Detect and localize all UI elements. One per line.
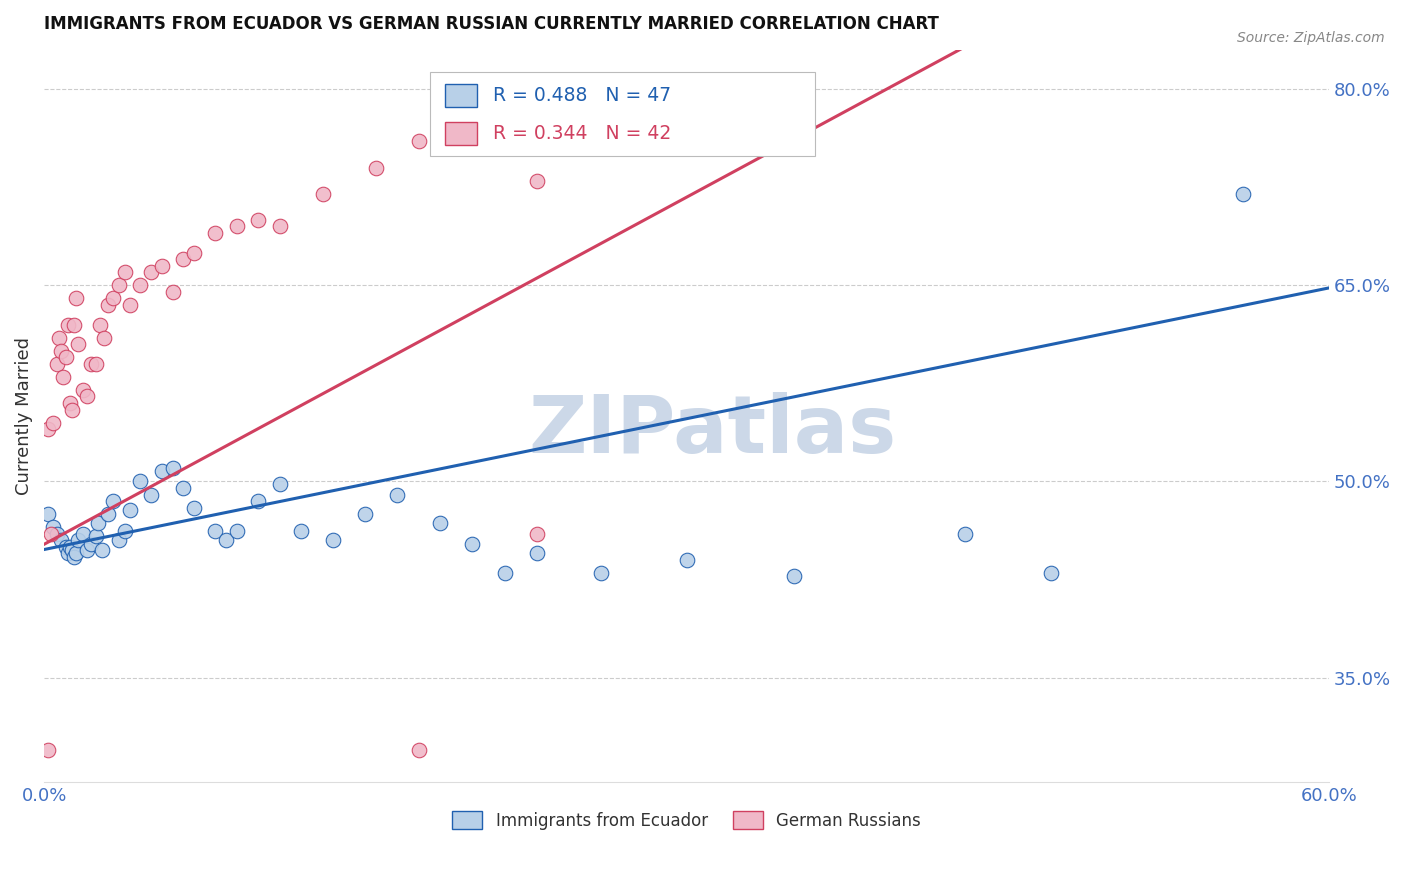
Point [526, 174, 548, 188]
Point [51, 533, 73, 548]
FancyBboxPatch shape [446, 121, 477, 145]
Point [84, 357, 107, 371]
Point [172, 481, 194, 495]
Point [387, 487, 409, 501]
Point [76, 542, 98, 557]
Point [118, 298, 141, 312]
Point [46, 357, 69, 371]
Point [46, 526, 69, 541]
Point [1232, 186, 1254, 201]
Point [953, 526, 976, 541]
Point [150, 464, 173, 478]
Text: R = 0.344   N = 42: R = 0.344 N = 42 [492, 124, 671, 143]
Point [183, 245, 205, 260]
Point [52, 369, 75, 384]
Point [86, 516, 108, 531]
Point [247, 494, 270, 508]
Text: Source: ZipAtlas.com: Source: ZipAtlas.com [1237, 31, 1385, 45]
Point [269, 477, 291, 491]
Point [41, 416, 63, 430]
Point [101, 494, 124, 508]
Point [93, 330, 115, 344]
Point [51, 343, 73, 358]
Point [59, 396, 82, 410]
Point [114, 265, 136, 279]
Point [65, 546, 87, 560]
Point [56, 546, 79, 560]
Point [67, 533, 90, 548]
Point [59, 540, 82, 554]
Point [84, 529, 107, 543]
Point [129, 475, 152, 489]
Point [97, 298, 120, 312]
Point [322, 533, 344, 548]
Point [39, 526, 62, 541]
Point [55, 350, 77, 364]
Point [408, 135, 430, 149]
Point [72, 383, 94, 397]
Text: IMMIGRANTS FROM ECUADOR VS GERMAN RUSSIAN CURRENTLY MARRIED CORRELATION CHART: IMMIGRANTS FROM ECUADOR VS GERMAN RUSSIA… [44, 15, 939, 33]
Point [364, 161, 387, 175]
Point [56, 318, 79, 332]
Point [129, 278, 152, 293]
Point [526, 546, 548, 560]
Point [215, 533, 238, 548]
Point [114, 524, 136, 539]
Point [37, 422, 59, 436]
Point [354, 507, 377, 521]
Point [526, 526, 548, 541]
Point [141, 487, 163, 501]
Point [225, 219, 247, 234]
Point [108, 278, 131, 293]
Point [461, 537, 484, 551]
Point [290, 524, 312, 539]
Point [67, 337, 90, 351]
Point [101, 291, 124, 305]
Legend: Immigrants from Ecuador, German Russians: Immigrants from Ecuador, German Russians [446, 805, 928, 837]
Point [141, 265, 163, 279]
Point [782, 568, 804, 582]
Point [60, 402, 83, 417]
Point [150, 259, 173, 273]
Point [589, 566, 612, 580]
Point [80, 357, 103, 371]
Point [76, 389, 98, 403]
Point [63, 318, 86, 332]
Point [60, 542, 83, 557]
Point [494, 566, 516, 580]
Point [89, 318, 111, 332]
FancyBboxPatch shape [446, 84, 477, 107]
Point [247, 213, 270, 227]
Y-axis label: Currently Married: Currently Married [15, 337, 32, 495]
Point [90, 542, 112, 557]
Point [108, 533, 131, 548]
Point [311, 186, 333, 201]
Point [118, 503, 141, 517]
Point [48, 330, 70, 344]
Point [204, 524, 226, 539]
Point [204, 226, 226, 240]
Point [172, 252, 194, 266]
Point [80, 537, 103, 551]
Text: ZIPatlas: ZIPatlas [529, 392, 897, 470]
Point [37, 507, 59, 521]
Point [183, 500, 205, 515]
Point [65, 291, 87, 305]
Point [429, 516, 451, 531]
FancyBboxPatch shape [430, 72, 815, 156]
Point [225, 524, 247, 539]
Point [37, 742, 59, 756]
Point [63, 550, 86, 565]
Point [41, 520, 63, 534]
Point [72, 526, 94, 541]
Text: R = 0.488   N = 47: R = 0.488 N = 47 [492, 86, 671, 105]
Point [408, 742, 430, 756]
Point [162, 285, 184, 299]
Point [1039, 566, 1062, 580]
Point [162, 461, 184, 475]
Point [97, 507, 120, 521]
Point [55, 540, 77, 554]
Point [675, 553, 697, 567]
Point [269, 219, 291, 234]
